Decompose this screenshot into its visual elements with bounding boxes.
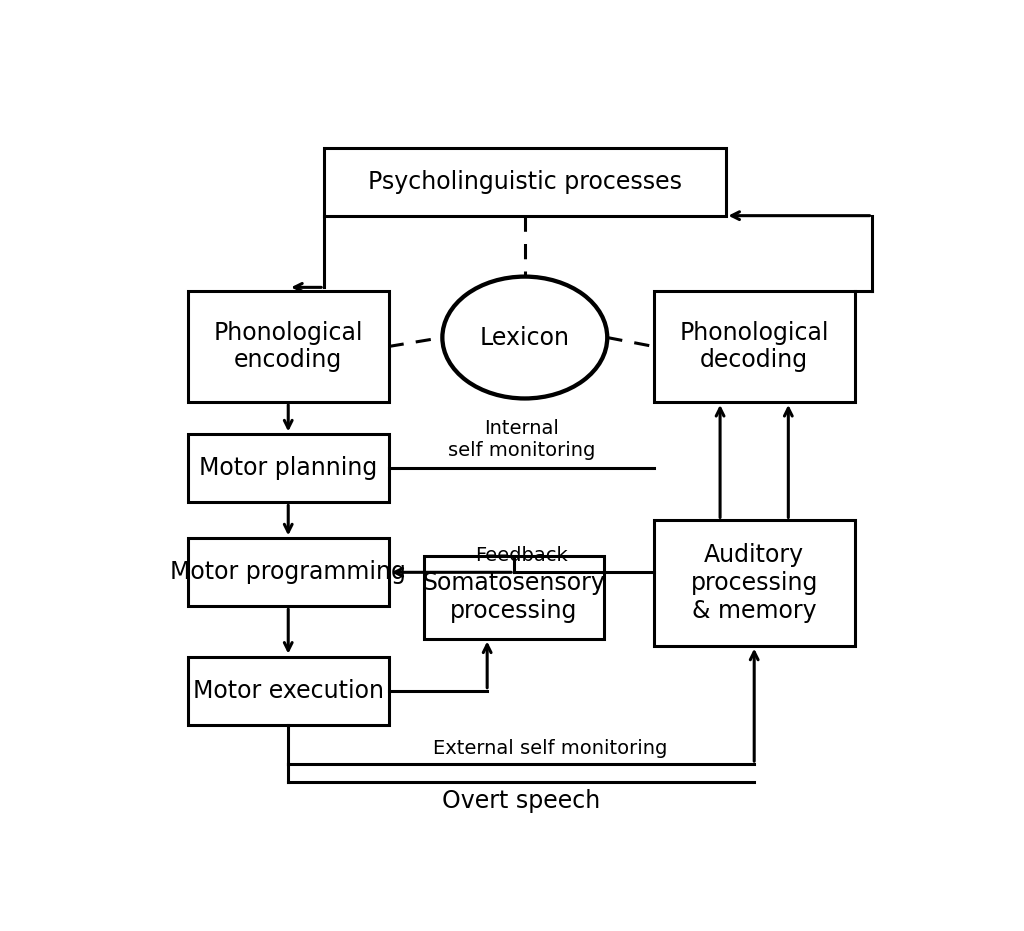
Text: Somatosensory
processing: Somatosensory processing: [423, 572, 605, 623]
Text: Motor planning: Motor planning: [199, 456, 378, 480]
Text: Psycholinguistic processes: Psycholinguistic processes: [368, 169, 682, 194]
Text: Motor programming: Motor programming: [170, 560, 407, 585]
FancyBboxPatch shape: [187, 290, 388, 402]
Text: Motor execution: Motor execution: [193, 679, 384, 703]
FancyBboxPatch shape: [187, 656, 388, 724]
FancyBboxPatch shape: [187, 434, 388, 503]
Text: Auditory
processing
& memory: Auditory processing & memory: [690, 544, 818, 623]
FancyBboxPatch shape: [424, 556, 604, 639]
Text: Lexicon: Lexicon: [480, 326, 569, 349]
Text: Feedback: Feedback: [475, 546, 567, 565]
FancyBboxPatch shape: [654, 520, 855, 646]
Text: External self monitoring: External self monitoring: [433, 739, 667, 759]
Text: Internal
self monitoring: Internal self monitoring: [447, 419, 595, 460]
Ellipse shape: [442, 277, 607, 398]
Text: Phonological
decoding: Phonological decoding: [680, 320, 829, 372]
FancyBboxPatch shape: [324, 148, 726, 216]
FancyBboxPatch shape: [187, 538, 388, 606]
Text: Overt speech: Overt speech: [442, 789, 600, 813]
Text: Phonological
encoding: Phonological encoding: [213, 320, 362, 372]
FancyBboxPatch shape: [654, 290, 855, 402]
